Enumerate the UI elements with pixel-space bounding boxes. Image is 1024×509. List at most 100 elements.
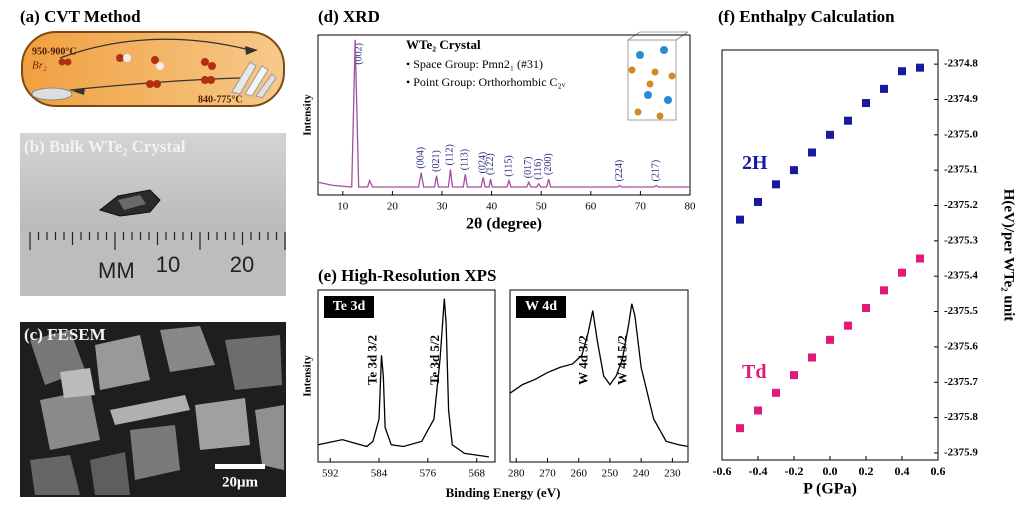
- data-point: [754, 407, 762, 415]
- x-tick-label: 230: [664, 468, 681, 480]
- y-tick-label: -2374.9: [944, 93, 978, 105]
- data-point: [790, 371, 798, 379]
- chart-title: (f) Enthalpy Calculation: [718, 7, 895, 26]
- data-point: [808, 149, 816, 157]
- y-tick-label: -2375.7: [944, 376, 978, 388]
- figure: (a) CVT Method 950-900°C Br₂ 840-775°C (…: [0, 0, 1024, 509]
- peak-label: (115): [503, 155, 514, 176]
- peak-label: (004): [415, 147, 426, 169]
- data-point: [772, 389, 780, 397]
- y-tick-label: -2374.8: [944, 58, 978, 70]
- y-tick-label: -2375.9: [944, 446, 978, 458]
- inset-title: WTe₂ Crystal: [406, 37, 481, 52]
- y-tick-label: -2375.4: [944, 270, 978, 282]
- data-point: [754, 198, 762, 206]
- data-point: [826, 336, 834, 344]
- y-tick-label: -2375.1: [944, 164, 978, 176]
- x-tick-label: 270: [539, 468, 556, 480]
- panel-label: W 4d: [525, 299, 557, 314]
- series-label: Td: [742, 361, 766, 383]
- data-point: [880, 286, 888, 294]
- x-tick-label: 70: [635, 201, 647, 213]
- series-label: 2H: [742, 152, 768, 174]
- peak-label: (021): [431, 150, 442, 172]
- y-tick-label: -2375.0: [944, 128, 978, 140]
- page: (a) CVT Method 950-900°C Br₂ 840-775°C (…: [0, 0, 1024, 509]
- x-tick-label: -0.6: [713, 464, 732, 478]
- x-tick-label: 0.4: [895, 464, 910, 478]
- x-axis-label: Binding Energy (eV): [446, 485, 561, 500]
- ruler-label: MM: [98, 258, 135, 283]
- x-tick-label: 80: [685, 201, 697, 213]
- x-tick-label: 40: [486, 201, 498, 213]
- y-tick-label: -2375.2: [944, 199, 978, 211]
- peak-label: (217): [651, 160, 662, 182]
- x-tick-label: 10: [337, 201, 349, 213]
- inset-line: • Space Group: Pmn2₁ (#31): [406, 57, 543, 71]
- panel-label: Te 3d: [333, 299, 366, 314]
- transport-agent: Br₂: [32, 60, 47, 72]
- inset-line: • Point Group: Orthorhombic C₂ᵥ: [406, 75, 566, 89]
- plot-frame: [722, 50, 938, 460]
- data-point: [844, 117, 852, 125]
- data-point: [898, 269, 906, 277]
- x-tick-label: -0.2: [785, 464, 804, 478]
- data-point: [898, 67, 906, 75]
- peak-label: (200): [543, 153, 554, 175]
- peak-label: (122): [485, 153, 496, 175]
- y-tick-label: -2375.6: [944, 340, 978, 352]
- panel-title: (b) Bulk WTe₂ Crystal: [24, 137, 186, 156]
- scale-bar-label: 20μm: [222, 474, 259, 490]
- x-tick-label: 30: [437, 201, 449, 213]
- hot-zone-temp: 950-900°C: [32, 46, 77, 57]
- x-tick-label: 576: [420, 468, 437, 480]
- data-line: [510, 304, 688, 447]
- chart-title: (d) XRD: [318, 7, 380, 26]
- x-tick-label: 584: [371, 468, 388, 480]
- cvt-illustration: [22, 32, 284, 106]
- data-point: [916, 255, 924, 263]
- peak-label: (113): [460, 149, 471, 170]
- x-tick-label: 0.0: [823, 464, 838, 478]
- y-tick-label: -2375.8: [944, 411, 978, 423]
- x-tick-label: 280: [508, 468, 525, 480]
- x-tick-label: 0.2: [859, 464, 874, 478]
- data-point: [916, 64, 924, 72]
- x-tick-label: 250: [602, 468, 619, 480]
- cold-zone-temp: 840-775°C: [198, 94, 243, 105]
- x-tick-label: 60: [585, 201, 597, 213]
- x-tick-label: 50: [536, 201, 548, 213]
- x-tick-label: -0.4: [749, 464, 768, 478]
- y-axis-label: H(eV)/per WTe₂ unit: [1001, 189, 1017, 322]
- data-point: [880, 85, 888, 93]
- x-tick-label: 240: [633, 468, 650, 480]
- y-tick-label: -2375.3: [944, 234, 978, 246]
- sem-image: [20, 322, 286, 497]
- x-tick-label: 20: [387, 201, 399, 213]
- y-axis-label: Intensity: [302, 94, 314, 136]
- panel-title: (c) FESEM: [24, 325, 106, 344]
- x-axis-label: P (GPa): [803, 481, 857, 498]
- data-point: [826, 131, 834, 139]
- ruler-label: 10: [156, 252, 180, 277]
- peak-label: (112): [445, 144, 456, 165]
- chart-title: (e) High-Resolution XPS: [318, 266, 497, 285]
- x-tick-label: 568: [468, 468, 485, 480]
- data-point: [772, 180, 780, 188]
- x-tick-label: 0.6: [931, 464, 946, 478]
- data-point: [862, 99, 870, 107]
- data-point: [790, 166, 798, 174]
- data-point: [736, 216, 744, 224]
- data-point: [808, 354, 816, 362]
- x-tick-label: 260: [570, 468, 587, 480]
- x-axis-label: 2θ (degree): [466, 216, 542, 233]
- y-tick-label: -2375.5: [944, 305, 978, 317]
- data-point: [862, 304, 870, 312]
- data-point: [844, 322, 852, 330]
- peak-label: (224): [614, 160, 625, 182]
- y-axis-label: Intensity: [302, 355, 314, 397]
- ruler-label: 20: [230, 252, 254, 277]
- data-line: [318, 299, 489, 457]
- peak-annotation: Te 3d 3/2: [364, 335, 379, 385]
- crystal-structure: [628, 32, 688, 120]
